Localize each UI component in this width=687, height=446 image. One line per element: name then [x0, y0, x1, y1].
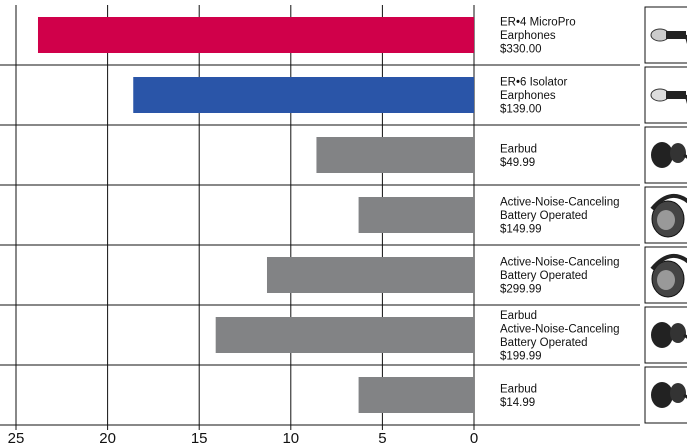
x-tick-label: 10 [282, 430, 299, 446]
category-label-line: ER•4 MicroPro [500, 17, 576, 29]
category-label: Earbud $49.99 [500, 143, 537, 169]
category-label: Active-Noise-Canceling Battery Operated $2… [500, 257, 620, 296]
category-label-line: $139.00 [500, 104, 542, 116]
category-label-line: Battery Operated [500, 210, 588, 222]
x-tick-label: 25 [8, 430, 25, 446]
category-label-line: Earphones [500, 90, 556, 102]
category-label-line: $299.99 [500, 284, 542, 296]
category-label-line: $149.99 [500, 224, 542, 236]
category-label-line: ER•6 Isolator [500, 77, 567, 89]
category-label-line: Earbud [500, 383, 537, 395]
category-label-line: Active-Noise-Canceling [500, 323, 620, 335]
bar [266, 257, 474, 293]
category-label-line: Battery Operated [500, 270, 588, 282]
x-tick-label: 20 [99, 430, 116, 446]
bar [316, 137, 474, 173]
x-tick-label: 0 [470, 430, 478, 446]
earbud-icon [644, 366, 687, 424]
category-label-line: $330.00 [500, 44, 542, 56]
er4-earphone-icon [644, 6, 687, 64]
category-label-line: Active-Noise-Canceling [500, 197, 620, 209]
bar [358, 197, 474, 233]
category-label-line: Earbud [500, 143, 537, 155]
category-label: Earbud Active-Noise-Canceling Battery Oper… [500, 310, 620, 363]
bar [133, 77, 475, 113]
bars [37, 17, 475, 413]
category-label-line: Battery Operated [500, 337, 588, 349]
headphone-icon [644, 186, 687, 244]
x-tick-label: 15 [191, 430, 208, 446]
category-label: Earbud $14.99 [500, 383, 537, 409]
earbud-icon [644, 126, 687, 184]
x-axis-ticks: 25 20 15 10 5 0 [8, 430, 479, 446]
bar [358, 377, 474, 413]
category-label-line: $49.99 [500, 157, 535, 169]
category-label-line: $199.99 [500, 350, 542, 362]
category-label: ER•6 Isolator Earphones $139.00 [500, 77, 567, 116]
er6-earphone-icon [644, 66, 687, 124]
category-label: Active-Noise-Canceling Battery Operated $1… [500, 197, 620, 236]
category-label: ER•4 MicroPro Earphones $330.00 [500, 17, 576, 56]
category-label-line: Active-Noise-Canceling [500, 257, 620, 269]
category-label-line: $14.99 [500, 397, 535, 409]
category-label-line: Earbud [500, 310, 537, 322]
bar [37, 17, 474, 53]
headphone-icon [644, 246, 687, 304]
product-icons [644, 6, 687, 424]
earbud-icon [644, 306, 687, 364]
category-label-line: Earphones [500, 30, 556, 42]
bar [215, 317, 475, 353]
x-tick-label: 5 [378, 430, 386, 446]
